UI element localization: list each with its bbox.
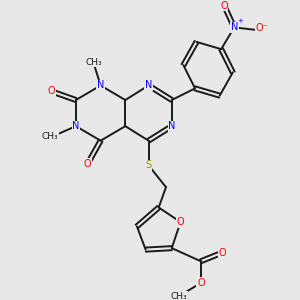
Text: O⁻: O⁻: [256, 23, 268, 33]
Text: N: N: [72, 121, 80, 131]
Text: N: N: [145, 80, 152, 91]
Text: N: N: [231, 22, 238, 32]
Text: O: O: [84, 159, 92, 169]
Text: CH₃: CH₃: [85, 58, 102, 67]
Text: S: S: [146, 160, 152, 170]
Text: O: O: [197, 278, 205, 288]
Text: N: N: [168, 121, 176, 131]
Text: CH₃: CH₃: [41, 132, 58, 141]
Text: O: O: [219, 248, 226, 257]
Text: N: N: [97, 80, 104, 91]
Text: +: +: [238, 18, 244, 24]
Text: O: O: [220, 1, 228, 10]
Text: CH₃: CH₃: [171, 292, 188, 300]
Text: O: O: [177, 217, 184, 227]
Text: O: O: [47, 86, 55, 96]
